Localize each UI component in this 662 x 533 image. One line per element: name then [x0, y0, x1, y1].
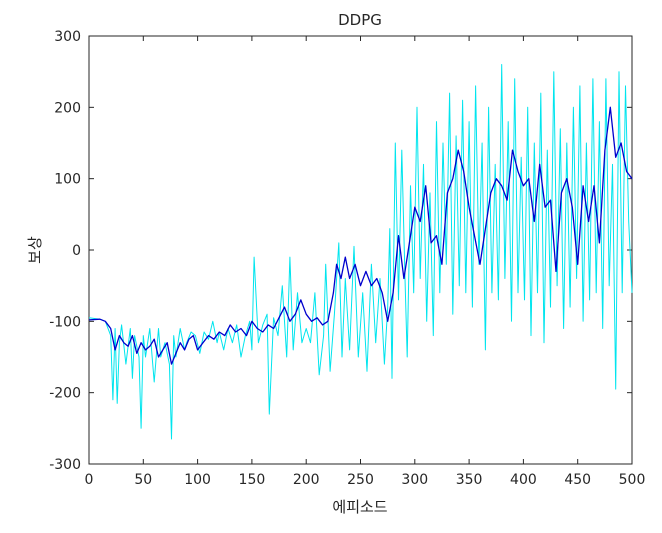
ticks-layer: 0 50 100 150 200 250 300 350 400 450 500 -300 -200 -1… [49, 29, 645, 488]
x-tick-label: 300 [401, 472, 428, 488]
series-layer [88, 64, 633, 440]
chart-title: DDPG [338, 11, 382, 29]
x-tick-label: 500 [619, 472, 646, 488]
y-tick-label: 300 [54, 29, 81, 45]
y-tick-label: -200 [49, 386, 81, 402]
y-tick-label: -300 [49, 457, 81, 473]
x-tick-label: 0 [85, 472, 94, 488]
y-tick-label: 200 [54, 100, 81, 116]
x-tick-label: 400 [510, 472, 537, 488]
plot-area [88, 35, 633, 465]
x-tick-label: 450 [564, 472, 591, 488]
x-tick-label: 350 [456, 472, 483, 488]
x-tick-label: 50 [134, 472, 152, 488]
x-tick-label: 100 [184, 472, 211, 488]
x-tick-label: 150 [239, 472, 266, 488]
y-axis-label: 보상 [26, 236, 44, 264]
y-tick-label: 0 [72, 243, 81, 259]
y-tick-label: -100 [49, 314, 81, 330]
x-axis-label: 에피소드 [332, 498, 387, 516]
series-line-smoothed [88, 106, 633, 365]
x-tick-label: 250 [347, 472, 374, 488]
x-tick-label: 200 [293, 472, 320, 488]
y-tick-label: 100 [54, 172, 81, 188]
